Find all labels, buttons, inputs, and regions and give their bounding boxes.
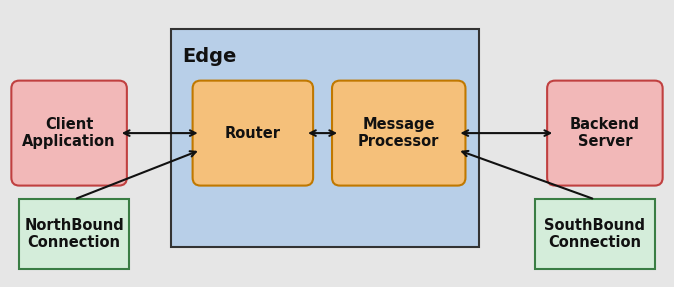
FancyBboxPatch shape xyxy=(193,81,313,186)
FancyBboxPatch shape xyxy=(171,29,479,247)
Text: SouthBound
Connection: SouthBound Connection xyxy=(545,218,646,250)
FancyBboxPatch shape xyxy=(11,81,127,186)
Text: Router: Router xyxy=(225,126,281,141)
Text: Client
Application: Client Application xyxy=(22,117,116,149)
Text: NorthBound
Connection: NorthBound Connection xyxy=(24,218,124,250)
Text: Backend
Server: Backend Server xyxy=(570,117,640,149)
FancyBboxPatch shape xyxy=(332,81,466,186)
FancyBboxPatch shape xyxy=(20,199,129,269)
FancyBboxPatch shape xyxy=(547,81,663,186)
Text: Edge: Edge xyxy=(183,47,237,66)
Text: Message
Processor: Message Processor xyxy=(358,117,439,149)
FancyBboxPatch shape xyxy=(535,199,654,269)
